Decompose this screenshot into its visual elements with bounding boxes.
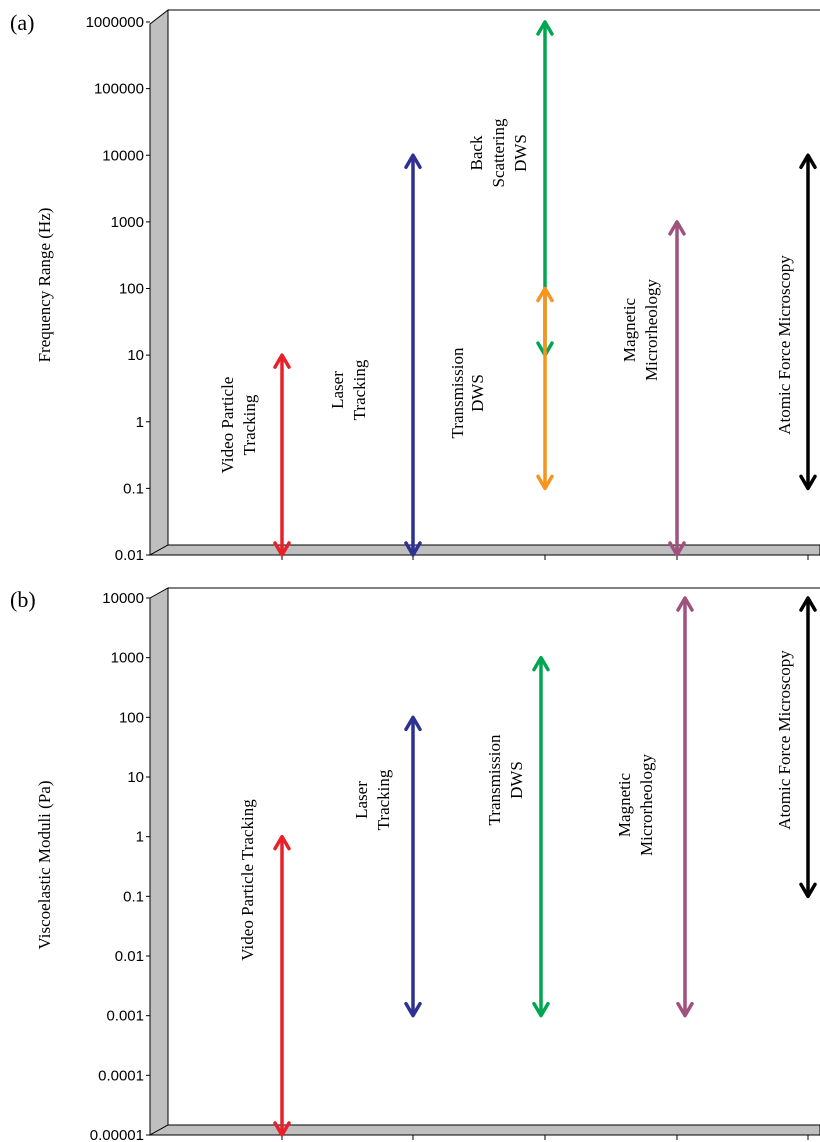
range-arrow-atomic-force-microscopy: [799, 596, 817, 899]
range-arrow-laser-tracking: [404, 153, 422, 557]
y-tick-label: 10: [127, 769, 144, 786]
y-tick-label: 10000: [102, 147, 144, 164]
y-tick-label: 0.00001: [90, 1127, 144, 1142]
technique-label-line: Scattering: [489, 118, 508, 187]
y-tick-label: 1000: [111, 214, 144, 231]
range-arrow-magnetic-microrheology: [676, 596, 694, 1018]
y-tick-label: 100000: [94, 81, 144, 98]
y-tick-label: 0.01: [115, 547, 144, 564]
technique-label-line: Laser: [328, 371, 347, 409]
y-tick-label: 0.0001: [98, 1067, 144, 1084]
technique-label-line: DWS: [511, 134, 530, 172]
y-tick-label: 0.1: [123, 480, 144, 497]
range-arrow-atomic-force-microscopy: [799, 153, 817, 491]
panel-b-letter: (b): [10, 587, 36, 612]
technique-label-line: Tracking: [350, 359, 369, 420]
technique-label-laser-tracking: Laser Tracking: [352, 769, 393, 830]
technique-label-magnetic-microrheology: Magnetic Microrheology: [615, 754, 656, 856]
panel-b-moduli-chart: (b) Viscoelastic Moduli (Pa) 10000100010…: [10, 587, 820, 1142]
y-tick-label: 0.01: [115, 948, 144, 965]
technique-label-line: Magnetic: [620, 297, 639, 362]
panel-a-back-wall: [149, 8, 169, 556]
technique-label-line: Magnetic: [615, 772, 634, 837]
technique-label-line: Laser: [352, 781, 371, 819]
technique-label-line: Transmission: [485, 734, 504, 826]
panel-a-y-axis-label: Frequency Range (Hz): [35, 208, 54, 363]
technique-label-transmission-dws: TransmissionDWS: [448, 347, 487, 439]
range-arrow-laser-tracking: [404, 715, 422, 1018]
range-arrow-video-particle-tracking: [273, 834, 291, 1137]
y-tick-label: 1: [136, 414, 144, 431]
technique-label-line: Tracking: [374, 769, 393, 830]
y-tick-label: 100: [119, 709, 144, 726]
range-arrow-transmission-dws: [532, 655, 550, 1018]
panel-a-floor: [148, 544, 820, 556]
y-tick-label: 10000: [102, 590, 144, 607]
technique-label-laser-tracking: Laser Tracking: [328, 359, 369, 420]
y-tick-label: 1000: [111, 650, 144, 667]
panel-b-floor: [148, 1124, 820, 1136]
y-tick-label: 1: [136, 829, 144, 846]
technique-label-line: Back: [467, 135, 486, 170]
technique-label-back-scattering-dws: Back Scattering DWS: [467, 118, 530, 187]
panel-a-frequency-chart: (a) Frequency Range (Hz) 100000010000010…: [10, 8, 820, 564]
technique-label-line: Video Particle: [218, 377, 237, 474]
panel-b-y-axis-label: Viscoelastic Moduli (Pa): [35, 781, 54, 950]
technique-label-line: Tracking: [240, 394, 259, 455]
technique-label-magnetic-microrheology: Magnetic Microrheology: [620, 279, 661, 381]
technique-label-video-particle-tracking: Video Particle Tracking: [218, 377, 259, 474]
technique-label-line: Video Particle Tracking: [238, 799, 257, 961]
range-arrow-back-scattering-dws: [536, 286, 554, 491]
technique-label-line: Atomic Force Microscopy: [775, 650, 794, 830]
y-tick-label: 10: [127, 347, 144, 364]
technique-label-line: DWS: [507, 761, 526, 799]
technique-label-video-particle-tracking: Video Particle Tracking: [238, 799, 257, 961]
y-tick-label: 0.1: [123, 888, 144, 905]
y-tick-label: 100: [119, 281, 144, 298]
technique-label-line: Atomic Force Microscopy: [775, 255, 794, 435]
range-arrow-magnetic-microrheology: [668, 220, 686, 557]
technique-label-line: Transmission: [448, 347, 467, 439]
range-arrow-video-particle-tracking: [273, 353, 291, 557]
technique-label-line: Microrheology: [642, 279, 661, 381]
technique-label-atomic-force-microscopy: Atomic Force Microscopy: [775, 255, 794, 435]
panel-a-letter: (a): [10, 10, 34, 35]
technique-label-line: Microrheology: [637, 754, 656, 856]
y-tick-label: 1000000: [86, 14, 144, 31]
technique-label-atomic-force-microscopy: Atomic Force Microscopy: [775, 650, 794, 830]
technique-label-line: DWS: [468, 374, 487, 412]
panel-b-back-wall: [149, 587, 169, 1136]
y-tick-label: 0.001: [106, 1008, 144, 1025]
